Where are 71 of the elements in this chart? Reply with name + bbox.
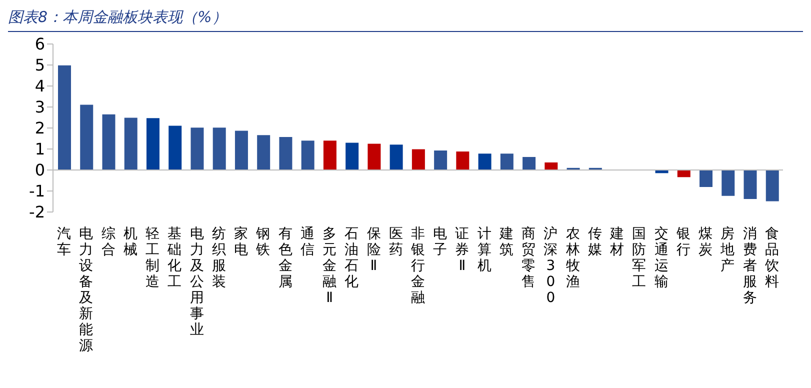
x-tick-label: 机械 bbox=[123, 226, 138, 258]
bar bbox=[212, 128, 226, 170]
y-tick-label: 3 bbox=[34, 98, 45, 117]
x-tick-label: 汽车 bbox=[57, 226, 72, 258]
bar bbox=[744, 170, 757, 199]
bar bbox=[522, 156, 536, 170]
bar bbox=[500, 154, 514, 170]
x-tick-label: 银行 bbox=[675, 226, 690, 258]
x-tick-label: 多元金融Ⅱ bbox=[322, 226, 337, 306]
chart-title: 图表8：本周金融板块表现（%） bbox=[8, 8, 803, 32]
bar bbox=[301, 140, 314, 170]
x-tick-label: 石油石化 bbox=[344, 226, 359, 290]
x-tick-label: 有色金属 bbox=[278, 226, 292, 290]
y-tick-label: -1 bbox=[29, 182, 45, 201]
x-tick-label: 纺织服装 bbox=[212, 226, 226, 290]
x-tick-label: 证券Ⅱ bbox=[455, 226, 470, 274]
bar bbox=[323, 140, 336, 170]
x-tick-label: 计算机 bbox=[477, 226, 492, 274]
x-tick-label: 食品饮料 bbox=[764, 226, 779, 290]
bar bbox=[257, 135, 270, 170]
bar bbox=[390, 144, 403, 170]
bar bbox=[544, 162, 558, 170]
bar bbox=[478, 154, 492, 170]
x-tick-label: 电子 bbox=[433, 226, 448, 258]
bar bbox=[168, 126, 182, 170]
y-tick-label: 1 bbox=[34, 140, 45, 159]
bar bbox=[190, 128, 204, 170]
x-tick-label: 商贸零售 bbox=[522, 226, 536, 290]
x-tick-label: 煤炭 bbox=[698, 226, 713, 258]
bar bbox=[146, 118, 160, 170]
x-tick-label: 消费者服务 bbox=[742, 226, 757, 306]
bar bbox=[346, 142, 359, 170]
y-tick-label: 2 bbox=[34, 118, 45, 138]
bar bbox=[677, 170, 690, 178]
x-tick-label: 非银行金融 bbox=[410, 226, 425, 306]
x-tick-label: 沪深300 bbox=[544, 226, 558, 306]
bar bbox=[722, 170, 735, 196]
bar bbox=[700, 170, 713, 188]
y-tick-label: 0 bbox=[34, 160, 45, 180]
bar bbox=[234, 130, 248, 170]
x-tick-label: 电力及公用事业 bbox=[190, 226, 204, 338]
x-tick-label: 建材 bbox=[609, 226, 624, 258]
bar bbox=[434, 150, 448, 170]
x-tick-label: 保险Ⅱ bbox=[366, 226, 381, 274]
y-tick-label: 6 bbox=[34, 34, 45, 54]
bar bbox=[412, 149, 425, 170]
x-tick-label: 交通运输 bbox=[654, 226, 668, 290]
x-tick-label: 房地产 bbox=[720, 226, 735, 274]
y-tick-label: -2 bbox=[29, 202, 45, 222]
bar bbox=[102, 114, 116, 170]
bar bbox=[456, 152, 470, 170]
bar bbox=[58, 65, 71, 170]
x-tick-label: 轻工制造 bbox=[146, 226, 160, 290]
y-tick-label: 5 bbox=[34, 56, 45, 75]
x-tick-label: 传媒 bbox=[588, 226, 602, 258]
x-tick-label: 综合 bbox=[101, 226, 116, 258]
bar bbox=[368, 144, 381, 170]
x-tick-label: 电力设备及新能源 bbox=[79, 226, 94, 354]
x-tick-label: 医药 bbox=[388, 226, 403, 258]
y-tick-label: 4 bbox=[34, 76, 45, 96]
x-tick-label: 家电 bbox=[234, 226, 248, 258]
x-tick-label: 基础化工 bbox=[166, 226, 182, 290]
x-tick-label: 钢铁 bbox=[255, 226, 270, 258]
x-tick-label: 国防军工 bbox=[632, 226, 646, 290]
bar bbox=[80, 104, 94, 170]
bar bbox=[766, 170, 779, 202]
x-tick-label: 建筑 bbox=[498, 226, 514, 258]
x-tick-label: 通信 bbox=[300, 226, 314, 258]
bar bbox=[279, 137, 292, 170]
x-tick-label: 农林牧渔 bbox=[564, 226, 580, 290]
bar bbox=[124, 118, 138, 170]
